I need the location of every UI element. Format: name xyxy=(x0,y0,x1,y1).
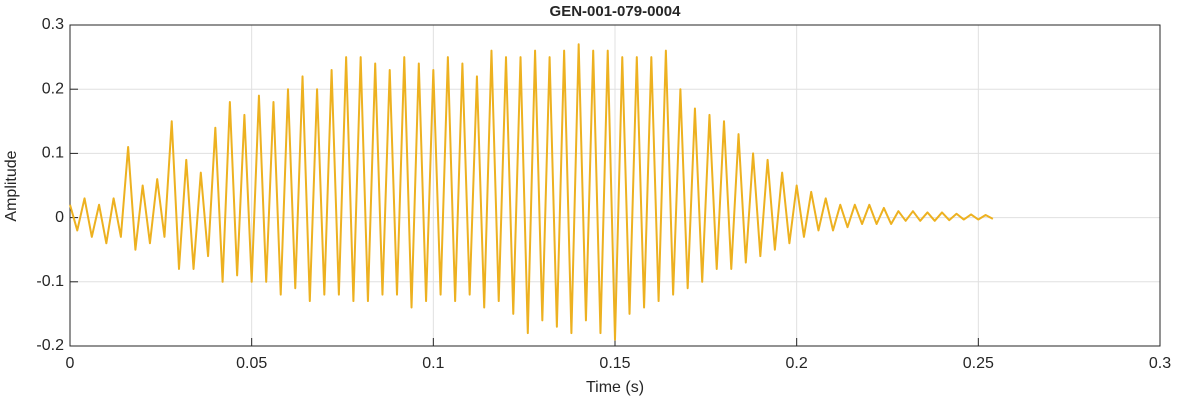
y-tick-label: 0.1 xyxy=(42,145,64,162)
y-tick-label: -0.1 xyxy=(36,273,64,290)
x-tick-label: 0.05 xyxy=(236,355,267,372)
chart-title: GEN-001-079-0004 xyxy=(550,3,682,20)
x-tick-label: 0.1 xyxy=(422,355,444,372)
x-tick-label: 0.2 xyxy=(786,355,808,372)
x-axis-label: Time (s) xyxy=(586,379,644,396)
y-tick-label: 0 xyxy=(55,209,64,226)
x-tick-label: 0.15 xyxy=(599,355,630,372)
y-tick-label: -0.2 xyxy=(36,337,64,354)
waveform-line xyxy=(69,43,994,341)
y-tick-label: 0.3 xyxy=(42,16,64,33)
x-tick-label: 0.3 xyxy=(1149,355,1171,372)
x-tick-label: 0 xyxy=(66,355,75,372)
y-tick-label: 0.2 xyxy=(42,80,64,97)
plot-frame xyxy=(69,24,1161,347)
y-axis-label: Amplitude xyxy=(3,150,20,221)
x-tick-label: 0.25 xyxy=(963,355,994,372)
